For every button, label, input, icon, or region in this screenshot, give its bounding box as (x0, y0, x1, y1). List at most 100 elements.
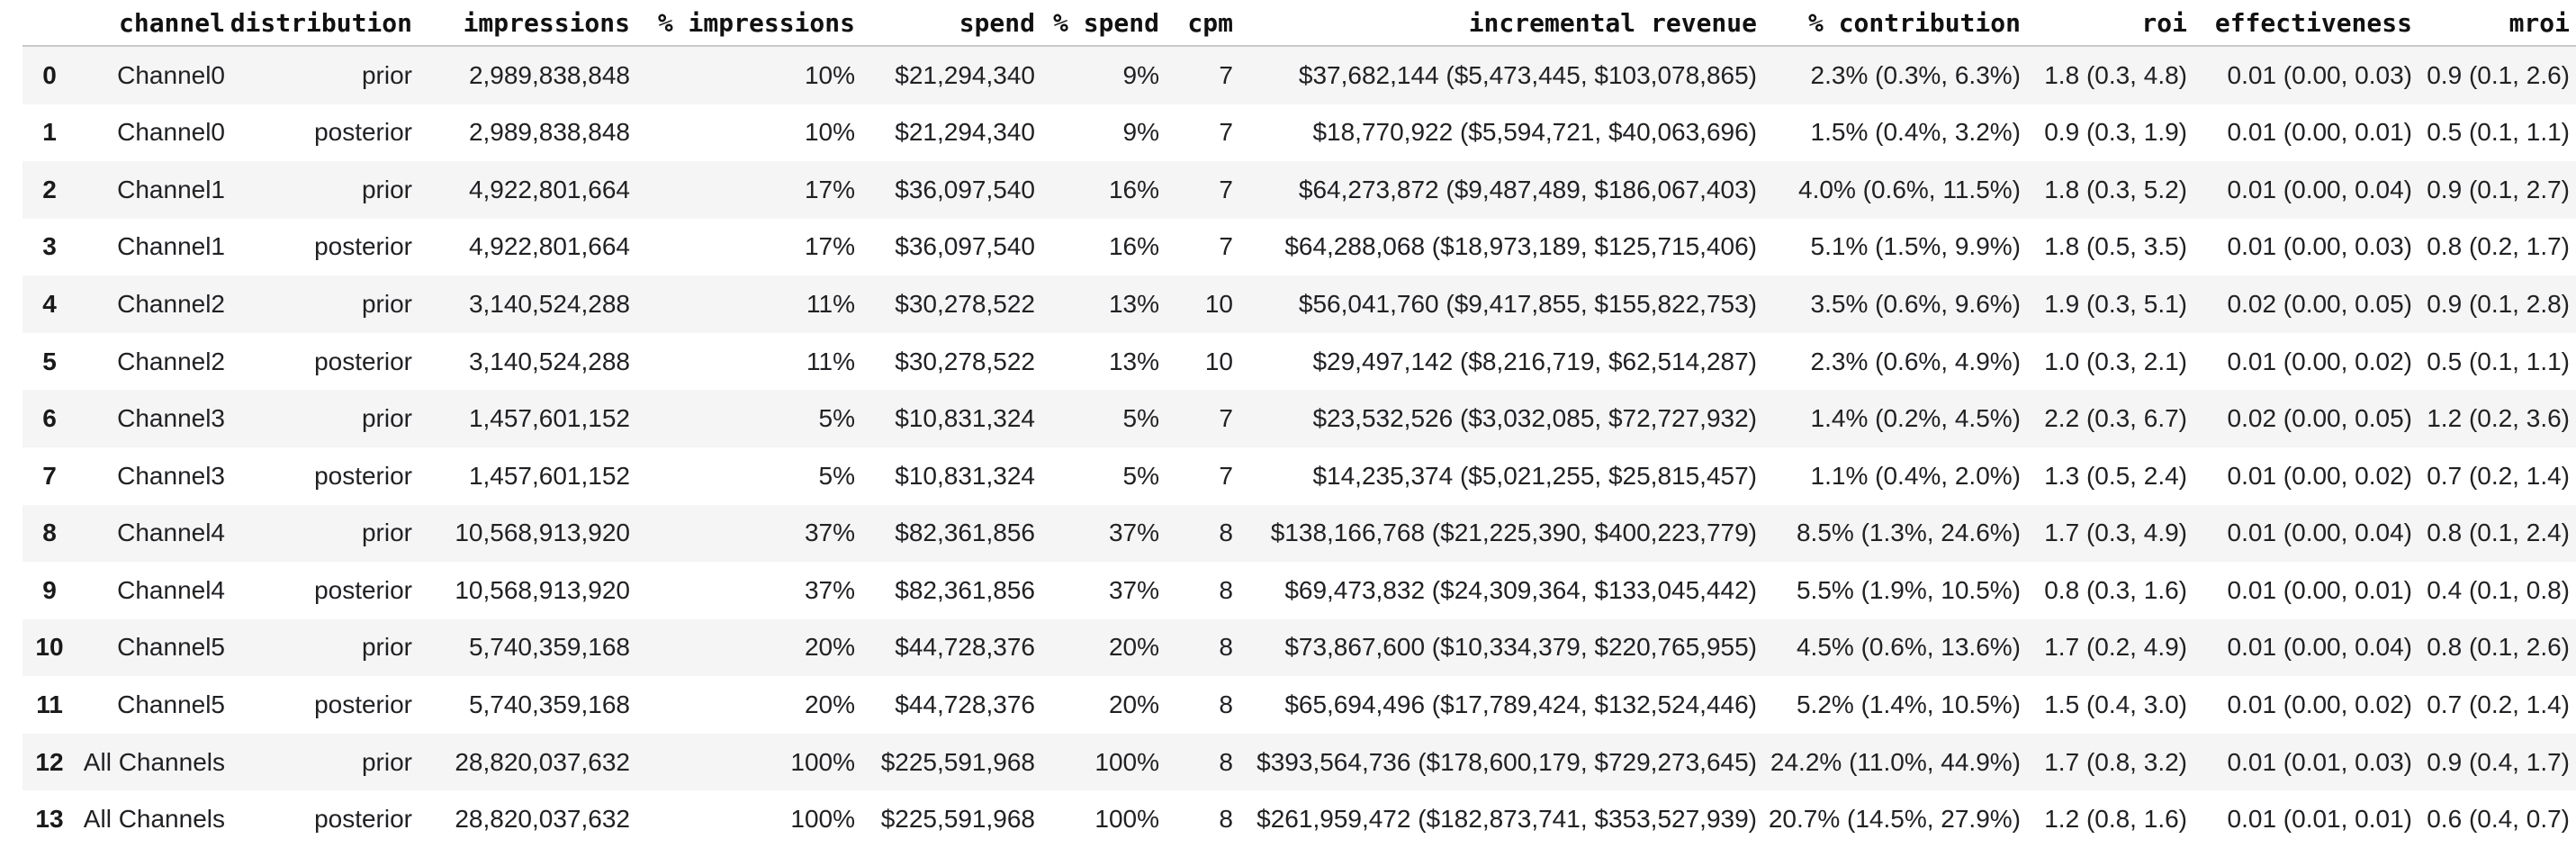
cell-roi: 0.8 (0.3, 1.6) (2044, 575, 2187, 604)
cell-effectiveness: 0.02 (0.00, 0.05) (2227, 404, 2412, 433)
table-row: 13 All Channels posterior 28,820,037,632 100… (23, 790, 2576, 848)
column-header-mroi: mroi (2412, 0, 2576, 47)
cell-pct-contribution: 2.3% (0.3%, 6.3%) (1810, 60, 2021, 89)
cell-mroi: 0.7 (0.2, 1.4) (2427, 690, 2570, 718)
cell-pct-contribution: 5.5% (1.9%, 10.5%) (1796, 575, 2021, 604)
cell-channel: Channel5 (117, 633, 225, 662)
cell-channel: Channel1 (117, 175, 225, 203)
column-header-distribution: distribution (225, 0, 412, 47)
cell-effectiveness: 0.01 (0.00, 0.04) (2227, 175, 2412, 203)
cell-cpm: 8 (1219, 575, 1233, 604)
cell-cpm: 7 (1219, 175, 1233, 203)
cell-effectiveness: 0.01 (0.00, 0.01) (2227, 575, 2412, 604)
table-row: 8 Channel4 prior 10,568,913,920 37% $82,361,8… (23, 504, 2576, 563)
cell-row-index: 13 (35, 805, 64, 834)
cell-roi: 2.2 (0.3, 6.7) (2044, 404, 2187, 433)
cell-row-index: 3 (42, 232, 57, 261)
cell-impressions: 28,820,037,632 (455, 747, 630, 776)
cell-incremental-revenue: $261,959,472 ($182,873,741, $353,527,939… (1256, 805, 1757, 834)
cell-pct-impressions: 37% (804, 519, 855, 547)
column-header-effectiveness: effectiveness (2187, 0, 2412, 47)
cell-pct-spend: 9% (1122, 118, 1159, 147)
cell-effectiveness: 0.01 (0.00, 0.03) (2227, 232, 2412, 261)
cell-pct-impressions: 100% (790, 747, 855, 776)
cell-impressions: 10,568,913,920 (455, 575, 630, 604)
cell-roi: 1.9 (0.3, 5.1) (2044, 290, 2187, 319)
cell-row-index: 0 (42, 60, 57, 89)
cell-incremental-revenue: $69,473,832 ($24,309,364, $133,045,442) (1284, 575, 1757, 604)
cell-incremental-revenue: $14,235,374 ($5,021,255, $25,815,457) (1312, 461, 1757, 490)
cell-row-index: 9 (42, 575, 57, 604)
cell-pct-contribution: 5.2% (1.4%, 10.5%) (1796, 690, 2021, 718)
cell-roi: 1.0 (0.3, 2.1) (2044, 347, 2187, 375)
cell-cpm: 7 (1219, 404, 1233, 433)
cell-spend: $225,591,968 (880, 805, 1035, 834)
cell-spend: $36,097,540 (895, 232, 1035, 261)
column-header-impressions: impressions (412, 0, 630, 47)
table-row: 1 Channel0 posterior 2,989,838,848 10% $21,29… (23, 104, 2576, 162)
cell-distribution: posterior (314, 461, 412, 490)
cell-row-index: 11 (36, 690, 63, 718)
table-row: 10 Channel5 prior 5,740,359,168 20% $44,728,3… (23, 618, 2576, 677)
cell-mroi: 0.5 (0.1, 1.1) (2427, 347, 2570, 375)
table-row: 12 All Channels prior 28,820,037,632 100% $22… (23, 733, 2576, 791)
cell-pct-contribution: 2.3% (0.6%, 4.9%) (1810, 347, 2021, 375)
cell-channel: Channel0 (117, 118, 225, 147)
column-header-cpm: cpm (1159, 0, 1233, 47)
column-header-spend: spend (855, 0, 1035, 47)
cell-pct-spend: 100% (1094, 805, 1159, 834)
cell-impressions: 5,740,359,168 (468, 690, 630, 718)
cell-mroi: 0.6 (0.4, 0.7) (2427, 805, 2570, 834)
cell-roi: 1.8 (0.5, 3.5) (2044, 232, 2187, 261)
cell-pct-contribution: 20.7% (14.5%, 27.9%) (1768, 805, 2021, 834)
cell-cpm: 7 (1219, 232, 1233, 261)
cell-roi: 1.7 (0.2, 4.9) (2044, 633, 2187, 662)
cell-effectiveness: 0.01 (0.00, 0.03) (2227, 60, 2412, 89)
cell-impressions: 4,922,801,664 (468, 175, 630, 203)
cell-row-index: 12 (35, 747, 64, 776)
cell-roi: 1.2 (0.8, 1.6) (2044, 805, 2187, 834)
cell-channel: Channel2 (117, 347, 225, 375)
column-header-incremental-revenue: incremental revenue (1233, 0, 1757, 47)
cell-impressions: 2,989,838,848 (468, 60, 630, 89)
cell-pct-impressions: 5% (818, 461, 855, 490)
cell-pct-impressions: 37% (804, 575, 855, 604)
cell-row-index: 10 (35, 633, 64, 662)
cell-distribution: posterior (314, 118, 412, 147)
cell-cpm: 8 (1219, 519, 1233, 547)
cell-pct-impressions: 100% (790, 805, 855, 834)
cell-cpm: 8 (1219, 747, 1233, 776)
cell-pct-impressions: 10% (804, 118, 855, 147)
cell-spend: $36,097,540 (895, 175, 1035, 203)
cell-pct-impressions: 11% (806, 290, 855, 319)
cell-mroi: 0.9 (0.4, 1.7) (2427, 747, 2570, 776)
cell-cpm: 7 (1219, 118, 1233, 147)
cell-pct-contribution: 4.0% (0.6%, 11.5%) (1798, 175, 2021, 203)
cell-spend: $10,831,324 (895, 404, 1035, 433)
cell-roi: 1.5 (0.4, 3.0) (2044, 690, 2187, 718)
cell-effectiveness: 0.01 (0.00, 0.04) (2227, 633, 2412, 662)
cell-channel: Channel4 (117, 575, 225, 604)
cell-cpm: 8 (1219, 805, 1233, 834)
cell-channel: Channel0 (117, 60, 225, 89)
cell-cpm: 7 (1219, 461, 1233, 490)
cell-effectiveness: 0.02 (0.00, 0.05) (2227, 290, 2412, 319)
column-header-pct-contribution: % contribution (1757, 0, 2021, 47)
cell-spend: $225,591,968 (880, 747, 1035, 776)
cell-incremental-revenue: $29,497,142 ($8,216,719, $62,514,287) (1312, 347, 1757, 375)
cell-pct-impressions: 17% (804, 175, 855, 203)
cell-row-index: 1 (42, 118, 57, 147)
results-table: channel distribution impressions% impressi… (23, 0, 2576, 848)
column-header-channel: channel (77, 0, 225, 47)
cell-distribution: posterior (314, 690, 412, 718)
cell-incremental-revenue: $65,694,496 ($17,789,424, $132,524,446) (1284, 690, 1757, 718)
table-row: 4 Channel2 prior 3,140,524,288 11% $30,278,52… (23, 275, 2576, 333)
cell-pct-spend: 13% (1108, 290, 1159, 319)
cell-pct-impressions: 20% (804, 690, 855, 718)
cell-distribution: prior (361, 175, 412, 203)
table-row: 9 Channel4 posterior 10,568,913,920 37% $82,3… (23, 562, 2576, 619)
cell-mroi: 0.7 (0.2, 1.4) (2427, 461, 2570, 490)
cell-channel: Channel1 (117, 232, 225, 261)
cell-impressions: 5,740,359,168 (468, 633, 630, 662)
cell-pct-contribution: 1.5% (0.4%, 3.2%) (1810, 118, 2021, 147)
